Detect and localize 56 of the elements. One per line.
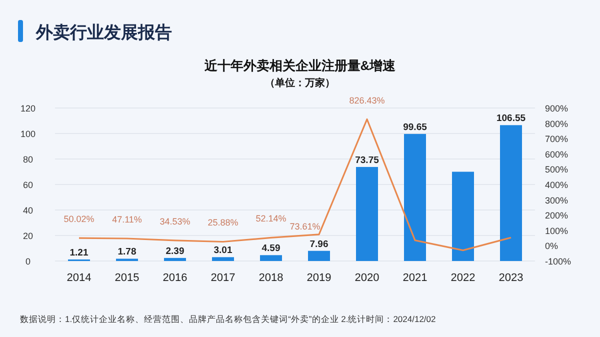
- y2-tick-label: 500%: [545, 164, 568, 175]
- text: 外卖行业发展报告: [35, 23, 172, 42]
- x-tick-label: 2020: [354, 272, 380, 284]
- bar: [404, 134, 426, 261]
- data-label: 106.55: [496, 113, 526, 124]
- data-label: 73.61%: [290, 221, 320, 232]
- y2-tick-label: 100%: [545, 226, 568, 236]
- chart-title: 近十年外卖相关企业注册量&增速: [203, 58, 397, 73]
- y-tick-label: 120: [20, 104, 36, 114]
- data-label: 34.53%: [160, 216, 190, 226]
- x-tick-label: 2021: [402, 272, 428, 284]
- y2-tick-label: 400%: [545, 180, 568, 190]
- y2-tick-label: 300%: [545, 195, 568, 206]
- data-label: 7.96: [310, 238, 328, 250]
- y-tick-label: 80: [22, 154, 34, 164]
- y2-tick-label: 700%: [545, 134, 568, 144]
- data-label: 3.01: [214, 245, 233, 256]
- x-tick-label: 2023: [498, 272, 524, 284]
- x-tick-label: 2017: [210, 272, 236, 284]
- y2-tick-label: 200%: [545, 210, 568, 221]
- data-label: 50.02%: [64, 214, 94, 224]
- data-label: 99.65: [403, 122, 428, 133]
- bar: [308, 250, 330, 261]
- text: 数据说明：1.仅统计企业名称、经营范围、品牌产品名称包含关键词“外卖”的企业 2.统计时间：2024/12/02: [20, 314, 436, 324]
- y2-tick-label: 900%: [545, 104, 568, 114]
- data-label: 52.14%: [256, 214, 286, 224]
- bar: [356, 166, 378, 261]
- y-tick-label: 0: [25, 256, 31, 266]
- x-tick-label: 2016: [162, 272, 188, 284]
- y2-tick-label: 800%: [545, 118, 568, 129]
- data-label: 2.39: [166, 246, 184, 257]
- data-label: 1.21: [70, 247, 89, 258]
- x-tick-label: 2014: [66, 272, 92, 284]
- x-tick-label: 2019: [306, 272, 332, 284]
- y2-tick-label: -100%: [545, 256, 572, 266]
- y2-tick-label: 0%: [545, 241, 558, 252]
- data-label: 1.78: [118, 246, 136, 258]
- y-tick-label: 20: [22, 231, 34, 241]
- y2-tick-label: 600%: [545, 149, 568, 160]
- x-tick-label: 2018: [258, 272, 284, 284]
- chart-subtitle: （单位：万家）: [265, 77, 335, 89]
- data-label: 73.75: [355, 154, 380, 166]
- y-tick-label: 100: [20, 129, 36, 139]
- data-label: 4.59: [262, 243, 280, 254]
- bar: [164, 258, 186, 261]
- data-label: 826.43%: [349, 95, 385, 106]
- y-tick-label: 40: [22, 206, 34, 216]
- x-tick-label: 2022: [450, 272, 476, 284]
- bar: [500, 125, 522, 261]
- bar: [260, 255, 282, 261]
- data-label: 25.88%: [208, 218, 238, 228]
- y-tick-label: 60: [22, 180, 34, 190]
- x-tick-label: 2015: [114, 272, 140, 284]
- data-label: 47.11%: [112, 214, 142, 224]
- bar: [212, 257, 234, 261]
- bar: [452, 172, 474, 261]
